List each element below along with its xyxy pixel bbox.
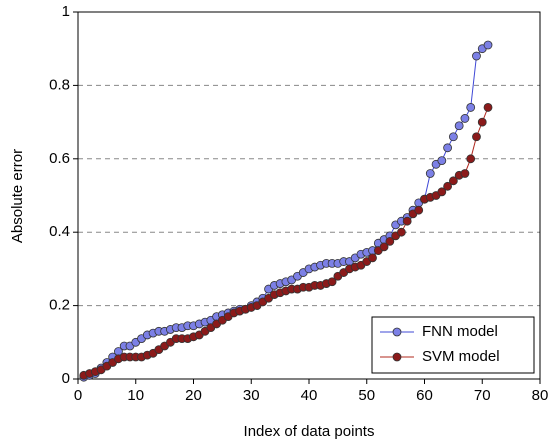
x-axis-label: Index of data points <box>244 423 375 440</box>
point <box>448 132 458 142</box>
point <box>460 114 470 123</box>
point <box>368 253 377 263</box>
x-tick-label: 50 <box>358 387 375 404</box>
y-tick-label: 0.2 <box>49 297 70 314</box>
y-tick-label: 0.8 <box>49 76 70 93</box>
y-tick-label: 0.4 <box>49 223 70 240</box>
x-tick-label: 30 <box>243 387 260 404</box>
y-axis-label: Absolute error <box>9 149 26 243</box>
point <box>483 40 493 50</box>
point <box>402 216 412 226</box>
point <box>437 187 447 197</box>
point <box>448 176 458 186</box>
x-tick-label: 40 <box>301 387 318 404</box>
legend-label: FNN model <box>422 323 498 340</box>
legend-marker <box>392 327 402 337</box>
point <box>379 242 389 252</box>
point <box>466 103 476 112</box>
legend-marker <box>392 352 402 362</box>
point <box>414 205 424 215</box>
x-tick-label: 20 <box>185 387 202 404</box>
point <box>466 154 476 164</box>
legend-label: SVM model <box>422 348 500 365</box>
x-tick-label: 80 <box>532 387 549 404</box>
point <box>327 277 337 287</box>
point <box>483 103 493 112</box>
point <box>477 117 487 127</box>
point <box>443 143 453 153</box>
legend-box <box>371 316 535 374</box>
point <box>396 227 406 237</box>
y-tick-label: 0 <box>62 370 70 387</box>
point <box>425 169 435 178</box>
plot-frame <box>77 11 541 380</box>
x-tick-label: 10 <box>127 387 144 404</box>
x-tick-label: 70 <box>474 387 491 404</box>
x-tick-label: 0 <box>74 387 82 404</box>
y-tick-label: 0.6 <box>49 150 70 167</box>
point <box>454 121 464 131</box>
point <box>385 236 395 246</box>
x-tick-label: 60 <box>416 387 433 404</box>
point <box>437 156 447 166</box>
point <box>472 51 481 61</box>
point <box>443 181 453 191</box>
y-tick-label: 1 <box>62 3 70 20</box>
point <box>472 132 481 142</box>
point <box>460 169 470 178</box>
